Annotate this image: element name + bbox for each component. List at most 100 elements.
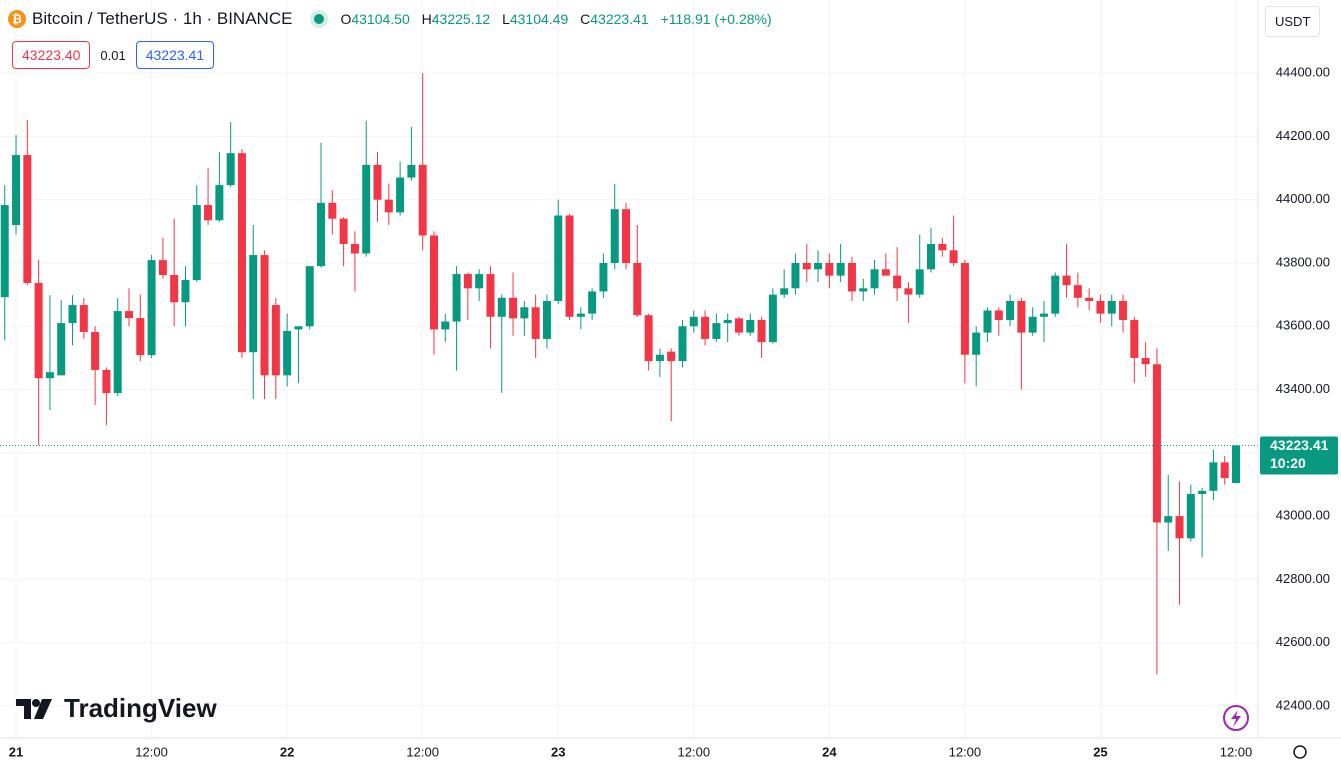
candle-body: [23, 155, 32, 283]
candle-body: [927, 243, 936, 270]
y-tick-label: 44200.00: [1276, 128, 1330, 143]
candle-body: [396, 177, 405, 213]
candle-body: [12, 155, 21, 226]
x-tick-label: 12:00: [678, 744, 711, 759]
candle-body: [317, 202, 326, 267]
candle-body: [599, 262, 608, 292]
candle-body: [1017, 300, 1026, 333]
x-tick-label: 24: [822, 744, 837, 759]
candle-body: [91, 331, 100, 370]
low-value: 43104.49: [509, 11, 569, 27]
x-tick-label: 12:00: [949, 744, 982, 759]
o-label: O: [340, 11, 352, 27]
candle-body: [915, 269, 924, 295]
candle-body: [1085, 297, 1094, 301]
last-price-tag: [1260, 436, 1338, 475]
candle-body: [1028, 316, 1037, 333]
candle-body: [181, 280, 190, 303]
last-price-label: 43223.41: [1270, 437, 1329, 453]
candle-body: [588, 291, 597, 314]
candle-body: [204, 205, 213, 221]
candle-body: [158, 260, 167, 276]
candle-body: [757, 319, 766, 343]
buy-button[interactable]: 43223.41: [135, 41, 215, 69]
candle-body: [441, 321, 450, 330]
candle-body: [633, 262, 642, 316]
y-tick-label: 43800.00: [1276, 254, 1330, 269]
c-label: C: [580, 11, 591, 27]
candle-body: [237, 153, 246, 353]
y-tick-label: 43000.00: [1276, 508, 1330, 523]
settings-icon[interactable]: [1293, 745, 1307, 759]
x-tick-label: 21: [9, 744, 23, 759]
x-tick-label: 25: [1093, 744, 1107, 759]
candle-body: [1039, 313, 1048, 317]
candle-body: [520, 307, 529, 319]
currency-button[interactable]: USDT: [1265, 6, 1321, 37]
candle-body: [960, 262, 969, 355]
candle-body: [249, 255, 258, 353]
candle-body: [667, 351, 676, 362]
candle-body: [57, 323, 66, 376]
candle-body: [1209, 462, 1218, 491]
candle-body: [576, 313, 585, 317]
candle-body: [452, 274, 461, 322]
candle-body: [1051, 275, 1060, 314]
logo-text: TradingView: [64, 693, 217, 723]
candle-body: [339, 218, 348, 244]
candle-body: [994, 310, 1003, 320]
candle-body: [79, 305, 88, 332]
candle-body: [1152, 364, 1161, 523]
symbol[interactable]: Bitcoin / TetherUS · 1h · BINANCE: [32, 9, 293, 28]
candle-body: [1062, 275, 1071, 286]
candle-body: [34, 282, 43, 379]
candle-body: [260, 255, 269, 376]
candle-body: [1107, 300, 1116, 314]
ohlc-legend: O43104.50 H43225.12 L43104.49 C43223.41 …: [340, 11, 779, 27]
candle-body: [678, 326, 687, 362]
candle-body: [305, 266, 314, 327]
close-value: 43223.41: [590, 11, 649, 27]
candle-body: [418, 164, 427, 236]
candle-body: [407, 164, 416, 178]
candle-body: [497, 297, 506, 317]
x-tick-label: 23: [551, 744, 565, 759]
l-label: L: [502, 11, 510, 27]
candle-body: [45, 372, 54, 379]
candle-body: [0, 205, 9, 298]
high-value: 43225.12: [431, 11, 491, 27]
candle-body: [644, 315, 653, 362]
h-label: H: [421, 11, 432, 27]
logo: TradingView: [16, 693, 217, 724]
candle-body: [486, 274, 495, 317]
candle-body: [983, 310, 992, 333]
candle-body: [1141, 357, 1150, 365]
flash-icon[interactable]: [1223, 705, 1249, 731]
candle-body: [565, 215, 574, 317]
candle-body: [1073, 285, 1082, 298]
x-tick-label: 12:00: [135, 744, 168, 759]
grid: [0, 0, 1258, 738]
candle-body: [1130, 319, 1139, 358]
candle-body: [283, 331, 292, 376]
x-tick-label: 22: [280, 744, 294, 759]
flash-icon: [1231, 710, 1241, 727]
candle-body: [1119, 300, 1128, 320]
candle-body: [802, 262, 811, 270]
candle-body: [215, 185, 224, 221]
trade-boxes: 43223.40 0.01 43223.41: [12, 41, 215, 69]
candle-body: [836, 262, 845, 276]
y-tick-label: 42800.00: [1276, 571, 1330, 586]
candle-body: [780, 288, 789, 295]
candle-body: [814, 262, 823, 270]
candle-body: [429, 235, 438, 330]
candle-body: [847, 262, 856, 292]
x-tick-label: 12:00: [406, 744, 439, 759]
candle-body: [1096, 300, 1105, 314]
sell-button[interactable]: 43223.40: [12, 41, 91, 69]
candle-body: [271, 305, 280, 376]
candle-body: [870, 269, 879, 289]
candle-body: [475, 274, 484, 289]
